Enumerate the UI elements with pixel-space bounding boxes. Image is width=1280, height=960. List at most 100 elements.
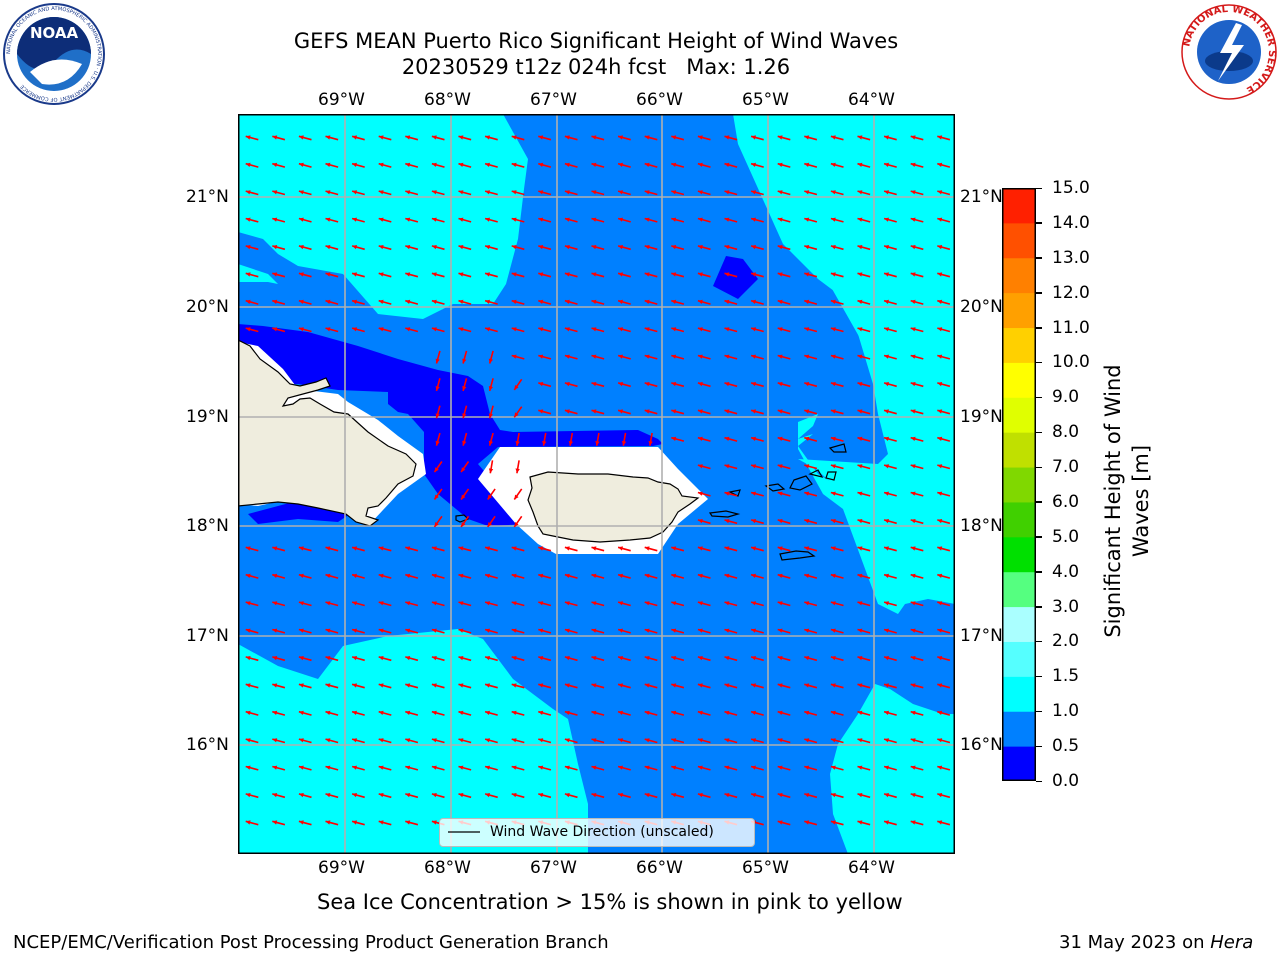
wind-direction-arrow [830,683,844,689]
wind-direction-arrow [937,519,951,525]
wind-direction-arrow [883,272,897,278]
wind-direction-arrow [538,601,552,607]
wind-direction-arrow [351,738,365,744]
lon-label-top-64w: 64°W [848,90,895,110]
wind-direction-arrow [272,546,286,552]
wind-direction-arrow [351,765,365,771]
wind-direction-arrow [804,656,818,662]
wind-direction-arrow [644,272,658,278]
wind-direction-arrow [458,628,472,634]
wind-direction-arrow [351,683,365,689]
wind-direction-arrow [910,464,924,470]
wind-direction-arrow [538,135,552,141]
sea-ice-note: Sea Ice Concentration > 15% is shown in … [317,890,903,914]
wind-direction-arrow [325,601,339,607]
wind-direction-arrow [245,656,259,662]
wind-direction-arrow [515,460,520,474]
lat-label-right-17n: 17°N [960,626,1003,646]
wind-direction-arrow [937,464,951,470]
wind-direction-arrow [804,519,818,525]
wind-direction-arrow [750,409,764,415]
wind-direction-arrow [910,820,924,826]
wind-direction-arrow [484,738,498,744]
colorbar-tick-label: 15.0 [1052,178,1090,198]
colorbar-tick-label: 13.0 [1052,247,1090,268]
wind-direction-arrow [644,162,658,168]
colorbar-segment [1002,641,1036,677]
wind-direction-arrow [937,710,951,716]
wind-direction-arrow [458,327,472,333]
wind-direction-arrow [378,683,392,689]
wind-direction-arrow [617,162,631,168]
wind-direction-arrow [697,217,711,223]
wind-direction-arrow [910,245,924,251]
wind-direction-arrow [298,245,312,251]
wind-direction-arrow [883,135,897,141]
wind-direction-arrow [351,710,365,716]
chart-subtitle: 20230529 t12z 024h fcst Max: 1.26 [401,55,791,79]
colorbar-segment [1002,467,1036,503]
wind-direction-arrow [910,519,924,525]
wind-direction-arrow [777,409,791,415]
wind-direction-arrow [937,162,951,168]
wind-direction-arrow [830,409,844,415]
wind-direction-arrow [351,793,365,799]
wind-direction-arrow [325,245,339,251]
wind-direction-arrow [564,299,578,305]
wind-direction-arrow [644,601,658,607]
wind-direction-arrow [538,710,552,716]
wind-direction-arrow [750,190,764,196]
wind-direction-arrow [857,738,871,744]
wind-direction-arrow [724,464,738,470]
colorbar-label: Significant Height of Wind Waves [m] [1099,364,1155,637]
wind-direction-arrow [697,299,711,305]
wind-direction-arrow [298,272,312,278]
wind-direction-arrow [458,738,472,744]
wind-direction-arrow [460,488,470,500]
wind-direction-arrow [245,793,259,799]
wind-direction-arrow [671,710,685,716]
wind-direction-arrow [511,601,525,607]
wind-direction-arrow [777,245,791,251]
nws-logo: NATIONAL WEATHER SERVICE [1181,4,1277,100]
wind-direction-arrow [245,272,259,278]
wind-direction-arrow [830,245,844,251]
wind-direction-arrow [484,656,498,662]
wind-direction-arrow [245,628,259,634]
wind-direction-arrow [697,327,711,333]
wind-direction-arrow [830,382,844,388]
wind-direction-arrow [883,573,897,579]
wind-direction-arrow [883,628,897,634]
wind-direction-arrow [564,710,578,716]
wind-direction-arrow [458,135,472,141]
wind-direction-arrow [617,683,631,689]
wind-direction-arrow [910,573,924,579]
wind-direction-arrow [644,656,658,662]
wind-direction-arrow [804,628,818,634]
wind-direction-arrow [857,464,871,470]
wind-direction-arrow [697,162,711,168]
wind-direction-arrow [378,710,392,716]
wind-direction-arrow [591,601,605,607]
wind-direction-arrow [458,190,472,196]
wind-direction-arrow [804,738,818,744]
colorbar-tick-label: 1.0 [1052,701,1080,722]
wind-direction-arrow [458,162,472,168]
wind-direction-arrow [671,299,685,305]
colorbar-segment [1002,397,1036,433]
wind-direction-arrow [750,354,764,360]
wind-direction-arrow [883,464,897,470]
wind-direction-arrow [617,354,631,360]
wind-direction-arrow [245,327,259,333]
colorbar-segment [1002,257,1036,294]
wind-direction-arrow [644,327,658,333]
wind-direction-arrow [910,354,924,360]
wind-direction-arrow [671,436,685,442]
wind-direction-arrow [538,382,552,388]
wind-direction-arrow [883,793,897,799]
colorbar-tick-label: 14.0 [1052,212,1090,233]
wind-direction-arrow [857,573,871,579]
wind-direction-arrow [777,765,791,771]
wind-direction-arrow [857,519,871,525]
wind-direction-arrow [937,436,951,442]
